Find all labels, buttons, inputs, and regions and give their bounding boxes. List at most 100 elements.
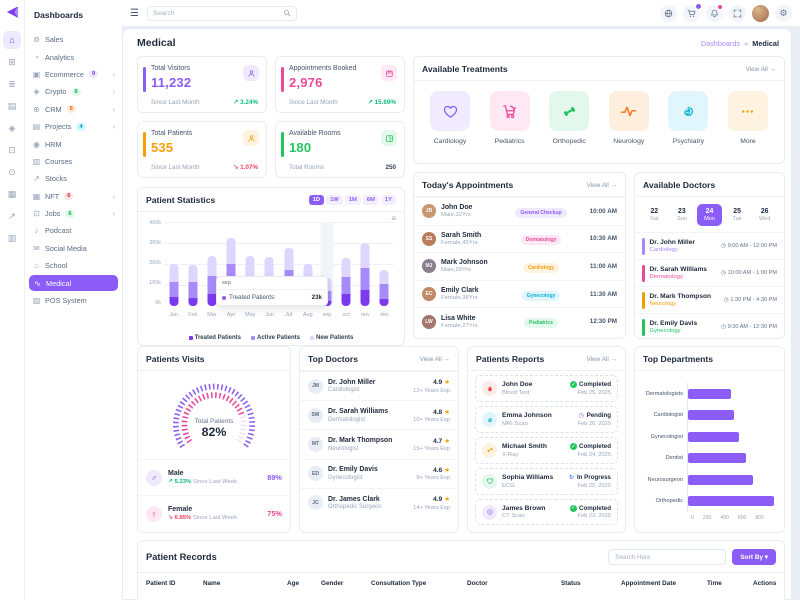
chart-menu-icon[interactable]: ≡ xyxy=(391,214,396,223)
language-globe-icon[interactable] xyxy=(660,4,677,22)
view-all-link[interactable]: View All → xyxy=(745,65,776,73)
appointment-row[interactable]: SS Sarah Smith Female,45Yrs Dermatology … xyxy=(414,224,625,253)
sidebar-item[interactable]: ▣ Ecommerce 9 › xyxy=(25,66,122,83)
sidebar-item[interactable]: ◈ Crypto 6 › xyxy=(25,83,122,100)
records-search-input[interactable] xyxy=(608,549,727,565)
sidebar-item[interactable]: ⊡ Jobs 6 › xyxy=(25,205,122,222)
sidebar-item-badge: 5 xyxy=(66,105,76,114)
report-row[interactable]: Michael Smith X-Ray ✓ Completed Feb 24, 2… xyxy=(475,437,618,464)
range-button[interactable]: 1D xyxy=(308,195,325,205)
appointment-row[interactable]: EC Emily Clark Female,38Yrs Gynecology 1… xyxy=(414,279,625,308)
sidebar-item[interactable]: ⊕ CRM 5 › xyxy=(25,101,122,118)
top-doctor-row[interactable]: SW Dr. Sarah Williams Dermatologist 4.8 … xyxy=(300,400,458,429)
x-axis-labels: 0 200 400 600 800 xyxy=(691,512,764,521)
legend-item[interactable]: Active Patients xyxy=(250,335,300,341)
report-row[interactable]: John Doe Blood Test ✓ Completed Feb 25, 2… xyxy=(475,375,618,402)
appointment-row[interactable]: JD John Doe Male,32Yrs General Checkup 1… xyxy=(414,197,625,225)
rail-icon[interactable]: ⌂ xyxy=(3,31,21,49)
legend-item[interactable]: New Patients xyxy=(310,335,353,341)
bar-column[interactable]: Feb xyxy=(183,222,202,318)
status-icon: ✓ xyxy=(570,381,578,389)
bar-column[interactable]: dec xyxy=(375,222,394,318)
view-all-link[interactable]: View All → xyxy=(419,355,450,363)
doctor-row[interactable]: Dr. John Miller Cardiology ◷ 9:00 AM - 1… xyxy=(635,232,784,259)
view-all-link[interactable]: View All → xyxy=(586,355,617,363)
rail-icon[interactable]: ▥ xyxy=(3,229,21,247)
sidebar-item[interactable]: ◔ Analytics xyxy=(25,48,122,65)
patients-reports-list: John Doe Blood Test ✓ Completed Feb 25, 2… xyxy=(468,375,625,526)
bar-column[interactable]: oct xyxy=(337,222,356,318)
treatment-tile[interactable]: Psychiatry xyxy=(668,91,709,145)
visits-row-value: 75% xyxy=(267,509,282,518)
top-doctor-row[interactable]: ED Dr. Emily Davis Gynecologist 4.6 ★ 9+… xyxy=(300,458,458,488)
treatment-tile[interactable]: Orthopedic xyxy=(549,91,590,145)
rail-icon[interactable]: ⊙ xyxy=(3,163,21,181)
sidebar-item[interactable]: ∿ Medical xyxy=(29,275,118,291)
sidebar-item[interactable]: ▨ POS System xyxy=(25,292,122,309)
report-row[interactable]: Sophia Williams ECG ↻ In Progress Feb 25,… xyxy=(475,468,618,495)
sidebar-item[interactable]: ▥ Courses xyxy=(25,153,122,170)
sidebar-item[interactable]: ◉ HRM xyxy=(25,135,122,152)
rail-icon[interactable]: ≣ xyxy=(3,75,21,93)
bar-column[interactable]: Mar xyxy=(202,222,221,318)
sidebar-item[interactable]: ▤ Projects 4 › xyxy=(25,118,122,135)
day-pill[interactable]: 22 Sat xyxy=(642,204,667,226)
sidebar-item[interactable]: ⌂ School xyxy=(25,257,122,274)
sidebar-item[interactable]: ↗ Stocks xyxy=(25,170,122,187)
fullscreen-icon[interactable] xyxy=(729,4,746,22)
range-button[interactable]: 1M xyxy=(344,195,361,205)
doctor-row[interactable]: Dr. Mark Thompson Neurology ◷ 1:30 PM - … xyxy=(635,286,784,313)
sidebar-item[interactable]: ▦ NFT 6 › xyxy=(25,188,122,205)
department-bar-row[interactable]: Dentist xyxy=(639,447,774,469)
top-doctor-row[interactable]: MT Dr. Mark Thompson Neurologist 4.7 ★ 1… xyxy=(300,429,458,458)
rail-icon[interactable]: ⊞ xyxy=(3,53,21,71)
appointment-row[interactable]: LW Lisa White Female,27Yrs Pediatrics 12… xyxy=(414,307,625,335)
notifications-bell-icon[interactable] xyxy=(706,4,723,22)
user-avatar[interactable] xyxy=(752,4,769,22)
doctor-row[interactable]: Dr. Emily Davis Gynecology ◷ 9:30 AM - 1… xyxy=(635,313,784,340)
department-bar-row[interactable]: Orthopedic xyxy=(639,490,774,512)
doctor-row[interactable]: Dr. Sarah Williams Dermatology ◷ 10:00 A… xyxy=(635,259,784,286)
patient-meta: Female,27Yrs xyxy=(441,322,478,329)
range-button[interactable]: 6M xyxy=(362,195,379,205)
report-row[interactable]: James Brown CT Scan ✓ Completed Feb 23, 2… xyxy=(475,498,618,526)
app-logo[interactable] xyxy=(5,5,20,20)
sidebar-item[interactable]: ✉ Social Media xyxy=(25,240,122,257)
treatment-tile[interactable]: Pediatrics xyxy=(489,91,530,145)
report-row[interactable]: Emma Johnson MRI Scan ◷ Pending Feb 26, 2… xyxy=(475,406,618,433)
sidebar-item[interactable]: ♪ Podcast xyxy=(25,222,122,239)
rail-icon[interactable]: ▤ xyxy=(3,97,21,115)
department-bar-row[interactable]: Cardiologist xyxy=(639,404,774,426)
bar-column[interactable]: nov xyxy=(356,222,375,318)
rail-icon[interactable]: ⊡ xyxy=(3,141,21,159)
treatment-tile[interactable]: Cardiology xyxy=(430,91,470,145)
legend-item[interactable]: Treated Patients xyxy=(188,335,241,341)
top-doctor-row[interactable]: JC Dr. James Clark Orthopedic Surgeon 4.… xyxy=(300,487,458,517)
rail-icon[interactable]: ▦ xyxy=(3,185,21,203)
search-input[interactable] xyxy=(152,9,283,17)
settings-gear-icon[interactable]: ⚙ xyxy=(775,4,792,22)
cart-icon[interactable] xyxy=(683,2,702,22)
day-pill[interactable]: 23 Sun xyxy=(670,204,695,226)
day-pill[interactable]: 26 Wed xyxy=(752,204,777,226)
department-bar-row[interactable]: Gynecologist xyxy=(639,426,774,448)
day-pill[interactable]: 25 Tue xyxy=(725,204,750,226)
hamburger-menu-icon[interactable]: ☰ xyxy=(130,7,139,19)
treatment-tile[interactable]: Neurology xyxy=(608,91,649,145)
range-button[interactable]: 1W xyxy=(326,195,343,205)
breadcrumb-parent[interactable]: Dashboards xyxy=(700,38,741,48)
rail-icon[interactable]: ↗ xyxy=(3,207,21,225)
sidebar-item-label: School xyxy=(45,261,68,271)
department-bar-row[interactable]: Neurosurgeon xyxy=(639,469,774,491)
treatment-tile[interactable]: More xyxy=(727,91,768,145)
rail-icon[interactable]: ◈ xyxy=(3,119,21,137)
range-button[interactable]: 1Y xyxy=(380,195,396,205)
sidebar-item[interactable]: ⊚ Sales xyxy=(25,31,122,48)
sort-by-button[interactable]: Sort By ▾ xyxy=(732,549,776,565)
top-doctor-row[interactable]: JM Dr. John Miller Cardiologist 4.9 ★ 12… xyxy=(300,371,458,400)
view-all-link[interactable]: View All → xyxy=(586,181,617,189)
appointment-row[interactable]: MJ Mark Johnson Male,29Yrs Cardiology 11… xyxy=(414,252,625,280)
department-bar-row[interactable]: Dermatologists xyxy=(639,383,774,405)
day-pill[interactable]: 24 Mon xyxy=(697,204,722,226)
bar-column[interactable]: Jan xyxy=(164,222,183,318)
